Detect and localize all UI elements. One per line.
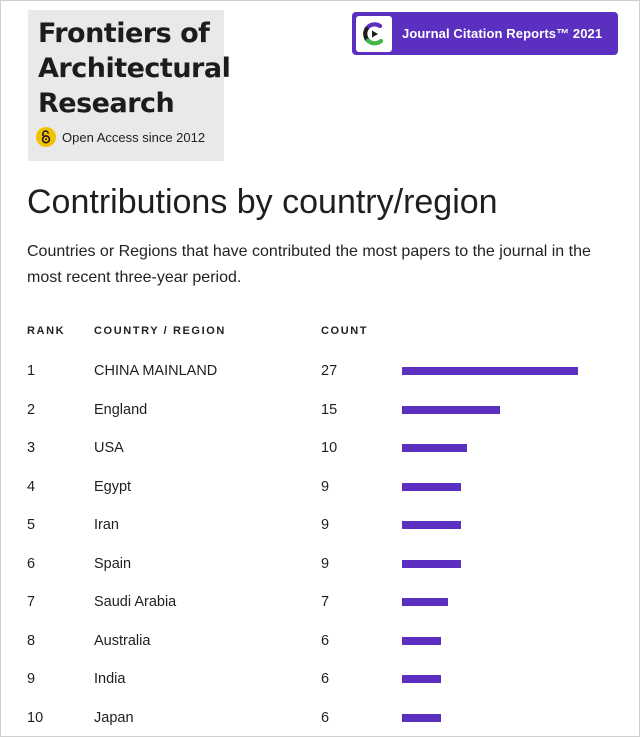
rank-cell: 10	[27, 709, 44, 726]
count-cell: 6	[321, 671, 330, 687]
country-cell: USA	[94, 440, 124, 456]
country-cell: Saudi Arabia	[94, 594, 177, 610]
table-row: 7 Saudi Arabia 7	[1, 592, 639, 630]
country-cell: Japan	[94, 709, 134, 726]
count-bar	[402, 444, 468, 452]
table-row: 6 Spain 9	[1, 554, 639, 592]
rank-cell: 1	[27, 363, 36, 379]
country-cell: Egypt	[94, 478, 132, 495]
count-cell: 7	[321, 594, 330, 610]
count-bar	[402, 367, 578, 375]
table-row: 2 England 15	[1, 400, 639, 438]
count-cell: 9	[321, 555, 330, 572]
country-cell: Spain	[94, 555, 132, 572]
table-row: 10 Japan 6	[1, 708, 639, 737]
country-cell: Iran	[94, 517, 119, 533]
count-bar	[402, 405, 500, 414]
rank-cell: 7	[27, 594, 36, 610]
table-row: 3 USA 10	[1, 438, 639, 476]
column-header-rank: RANK	[27, 325, 66, 337]
column-header-country: COUNTRY / REGION	[94, 325, 226, 337]
count-cell: 10	[321, 440, 338, 456]
country-cell: England	[94, 401, 148, 418]
count-cell: 9	[321, 478, 330, 495]
jcr-logo-icon	[356, 15, 392, 52]
country-cell: India	[94, 671, 126, 687]
count-cell: 27	[321, 363, 338, 379]
count-bar	[402, 713, 442, 722]
table-row: 5 Iran 9	[1, 515, 639, 553]
count-bar	[402, 559, 461, 568]
section-title: Contributions by country/region	[27, 183, 498, 221]
journal-title-card: Frontiers of Architectural Research Open…	[28, 10, 231, 161]
count-bar	[402, 482, 461, 491]
open-access-row: Open Access since 2012	[36, 127, 205, 147]
section-description: Countries or Regions that have contribut…	[27, 243, 591, 286]
rank-cell: 3	[27, 440, 36, 456]
rank-cell: 4	[27, 478, 36, 495]
jcr-badge-link[interactable]: Journal Citation Reports™ 2021	[352, 12, 618, 55]
count-cell: 9	[321, 517, 330, 533]
table-row: 1 CHINA MAINLAND 27	[1, 361, 639, 399]
count-bar	[402, 521, 461, 529]
rank-cell: 5	[27, 517, 36, 533]
column-header-count: COUNT	[321, 325, 369, 337]
count-cell: 15	[321, 401, 338, 418]
count-cell: 6	[321, 709, 330, 726]
table-row: 4 Egypt 9	[1, 477, 639, 515]
journal-title: Frontiers of Architectural Research	[38, 18, 231, 119]
rank-cell: 9	[27, 671, 36, 687]
count-bar	[402, 675, 442, 683]
open-access-label: Open Access since 2012	[62, 129, 206, 145]
rank-cell: 2	[27, 401, 36, 418]
table-row: 9 India 6	[1, 669, 639, 707]
rank-cell: 6	[27, 555, 36, 572]
jcr-badge-label: Journal Citation Reports™ 2021	[402, 26, 603, 41]
country-cell: CHINA MAINLAND	[94, 363, 218, 379]
country-cell: Australia	[94, 632, 151, 649]
rank-cell: 8	[27, 632, 36, 649]
table-row: 8 Australia 6	[1, 631, 639, 669]
count-bar	[402, 636, 442, 645]
open-access-icon	[36, 127, 56, 147]
count-bar	[402, 598, 448, 606]
count-cell: 6	[321, 632, 330, 649]
